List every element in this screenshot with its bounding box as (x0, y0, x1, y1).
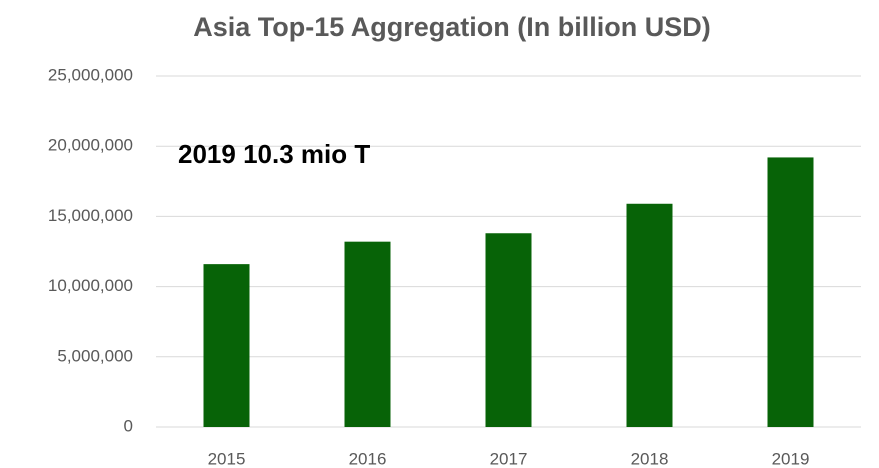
y-tick-label: 20,000,000 (48, 136, 133, 155)
bar (203, 264, 250, 427)
bar (344, 241, 391, 427)
y-tick-label: 10,000,000 (48, 276, 133, 295)
x-tick-label: 2019 (772, 449, 810, 468)
chart-title: Asia Top-15 Aggregation (In billion USD) (193, 12, 711, 42)
bar (485, 233, 532, 427)
y-tick-label: 25,000,000 (48, 65, 133, 84)
y-tick-label: 5,000,000 (57, 346, 133, 365)
y-tick-label: 0 (124, 416, 133, 435)
x-tick-label: 2018 (631, 449, 669, 468)
y-tick-label: 15,000,000 (48, 206, 133, 225)
bar (767, 157, 814, 427)
annotation: 2019 10.3 mio T (178, 139, 370, 169)
x-tick-label: 2017 (490, 449, 528, 468)
x-tick-label: 2015 (208, 449, 246, 468)
x-tick-label: 2016 (349, 449, 387, 468)
bar (626, 203, 673, 427)
